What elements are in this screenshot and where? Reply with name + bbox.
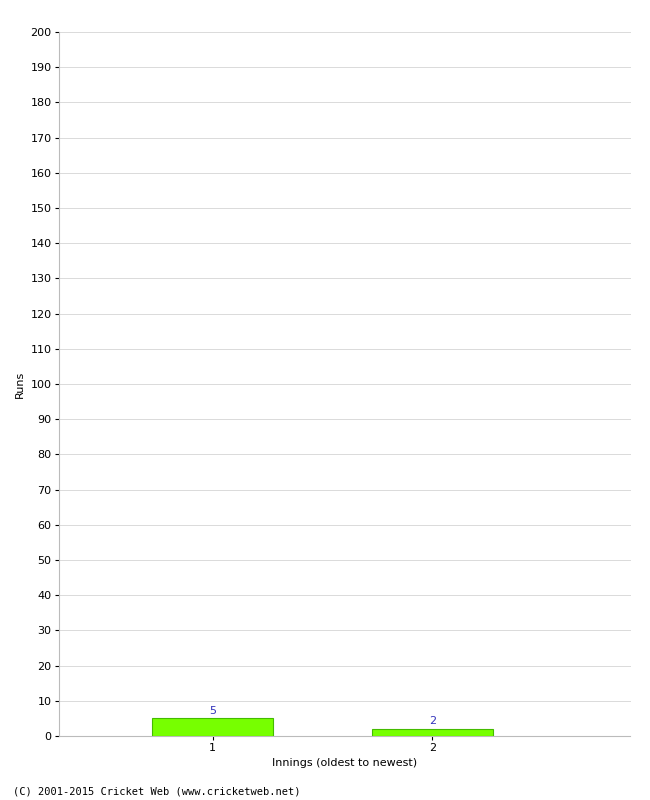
Y-axis label: Runs: Runs bbox=[15, 370, 25, 398]
Text: 5: 5 bbox=[209, 706, 216, 715]
X-axis label: Innings (oldest to newest): Innings (oldest to newest) bbox=[272, 758, 417, 769]
Bar bbox=[372, 729, 493, 736]
Text: 2: 2 bbox=[429, 716, 436, 726]
Text: (C) 2001-2015 Cricket Web (www.cricketweb.net): (C) 2001-2015 Cricket Web (www.cricketwe… bbox=[13, 786, 300, 796]
Bar bbox=[152, 718, 273, 736]
